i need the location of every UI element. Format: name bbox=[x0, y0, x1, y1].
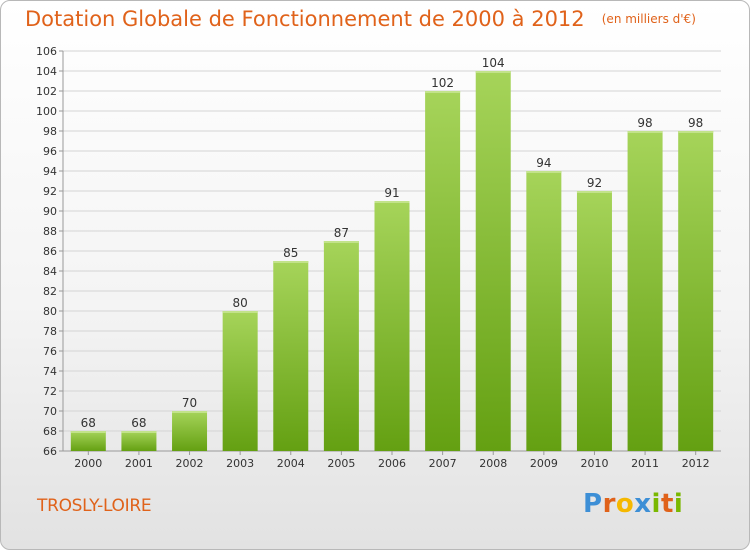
bar-highlight bbox=[172, 411, 208, 413]
y-tick-label: 70 bbox=[43, 405, 57, 418]
bar bbox=[425, 91, 461, 451]
logo-letter: i bbox=[651, 489, 661, 519]
y-tick-label: 94 bbox=[43, 165, 57, 178]
bar-highlight bbox=[678, 131, 714, 133]
y-tick-label: 104 bbox=[36, 65, 57, 78]
x-tick-label: 2012 bbox=[682, 457, 710, 470]
y-tick-label: 74 bbox=[43, 365, 57, 378]
x-tick-label: 2005 bbox=[327, 457, 355, 470]
bar-highlight bbox=[627, 131, 663, 133]
y-tick-label: 72 bbox=[43, 385, 57, 398]
logo-letter: x bbox=[634, 489, 652, 519]
data-label: 80 bbox=[233, 296, 248, 310]
x-tick-label: 2008 bbox=[479, 457, 507, 470]
data-label: 70 bbox=[182, 396, 197, 410]
x-tick-label: 2006 bbox=[378, 457, 406, 470]
x-tick-label: 2004 bbox=[277, 457, 305, 470]
bar-highlight bbox=[70, 431, 106, 433]
data-label: 85 bbox=[283, 246, 298, 260]
bar bbox=[70, 431, 106, 451]
bar bbox=[172, 411, 208, 451]
logo-letter: o bbox=[615, 489, 635, 519]
bar-highlight bbox=[576, 191, 612, 193]
bars bbox=[70, 71, 714, 451]
bar bbox=[678, 131, 714, 451]
y-tick-label: 88 bbox=[43, 225, 57, 238]
bar bbox=[121, 431, 157, 451]
bar-highlight bbox=[526, 171, 562, 173]
x-tick-label: 2007 bbox=[429, 457, 457, 470]
data-label: 87 bbox=[334, 226, 349, 240]
y-tick-label: 92 bbox=[43, 185, 57, 198]
data-label: 104 bbox=[482, 56, 505, 70]
data-label: 92 bbox=[587, 176, 602, 190]
chart-subtitle: (en milliers d'€) bbox=[601, 12, 696, 26]
y-tick-label: 86 bbox=[43, 245, 57, 258]
bar bbox=[576, 191, 612, 451]
logo-letter: i bbox=[673, 489, 684, 519]
bar-highlight bbox=[323, 241, 359, 243]
x-tick-label: 2000 bbox=[74, 457, 102, 470]
chart-title-text: Dotation Globale de Fonctionnement de 20… bbox=[25, 7, 585, 31]
proxiti-logo: Proxiti bbox=[583, 489, 683, 519]
y-tick-label: 84 bbox=[43, 265, 57, 278]
x-tick-label: 2011 bbox=[631, 457, 659, 470]
chart-title: Dotation Globale de Fonctionnement de 20… bbox=[25, 7, 696, 31]
y-tick-label: 98 bbox=[43, 125, 57, 138]
bar-highlight bbox=[374, 201, 410, 203]
y-tick-label: 78 bbox=[43, 325, 57, 338]
bar-highlight bbox=[222, 311, 258, 313]
bar bbox=[323, 241, 359, 451]
bar-highlight bbox=[475, 71, 511, 73]
x-tick-label: 2003 bbox=[226, 457, 254, 470]
bar bbox=[374, 201, 410, 451]
data-label: 68 bbox=[131, 416, 146, 430]
logo-letter: r bbox=[602, 489, 616, 519]
bar bbox=[526, 171, 562, 451]
x-tick-label: 2010 bbox=[580, 457, 608, 470]
bar bbox=[475, 71, 511, 451]
y-tick-label: 68 bbox=[43, 425, 57, 438]
data-label: 94 bbox=[536, 156, 551, 170]
data-labels: 68 68 70 80 85 87 91 102 104 94 92 98 98 bbox=[81, 56, 704, 430]
y-tick-label: 106 bbox=[36, 45, 57, 58]
bar-highlight bbox=[121, 431, 157, 433]
y-tick-label: 76 bbox=[43, 345, 57, 358]
x-tick-label: 2001 bbox=[125, 457, 153, 470]
data-label: 98 bbox=[688, 116, 703, 130]
y-tick-label: 102 bbox=[36, 85, 57, 98]
x-tick-label: 2009 bbox=[530, 457, 558, 470]
data-label: 68 bbox=[81, 416, 96, 430]
data-label: 102 bbox=[431, 76, 454, 90]
data-label: 91 bbox=[384, 186, 399, 200]
bar-highlight bbox=[273, 261, 309, 263]
bar bbox=[627, 131, 663, 451]
y-tick-label: 96 bbox=[43, 145, 57, 158]
data-label: 98 bbox=[637, 116, 652, 130]
y-tick-label: 82 bbox=[43, 285, 57, 298]
y-tick-label: 80 bbox=[43, 305, 57, 318]
logo-letter: t bbox=[660, 489, 674, 519]
bar-highlight bbox=[425, 91, 461, 93]
logo-letter: P bbox=[583, 489, 603, 519]
commune-name: TROSLY-LOIRE bbox=[37, 496, 152, 516]
x-tick-label: 2002 bbox=[176, 457, 204, 470]
y-tick-label: 100 bbox=[36, 105, 57, 118]
bar bbox=[273, 261, 309, 451]
y-tick-label: 66 bbox=[43, 445, 57, 458]
bar bbox=[222, 311, 258, 451]
y-tick-label: 90 bbox=[43, 205, 57, 218]
